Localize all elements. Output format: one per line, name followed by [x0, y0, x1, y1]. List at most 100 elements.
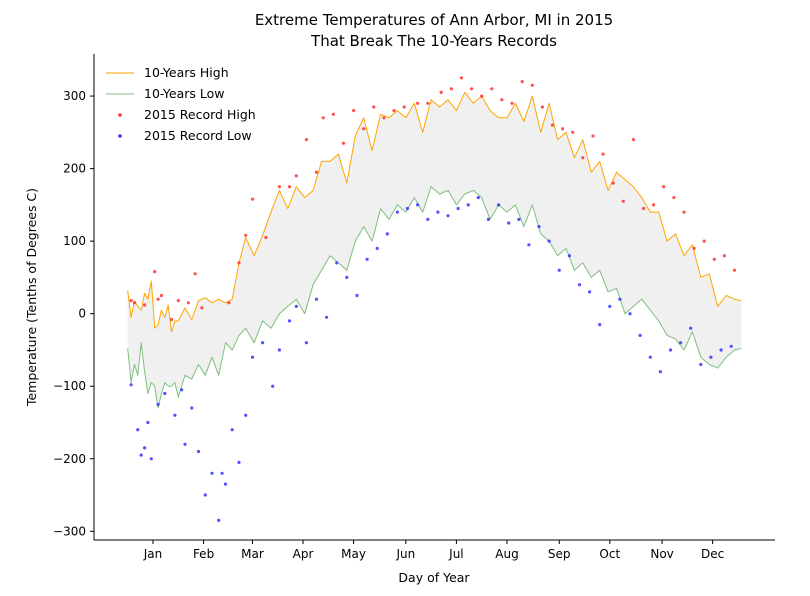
- 2015-record-low-point: [139, 453, 143, 457]
- y-tick-label: 300: [63, 89, 86, 103]
- 2015-record-low-point: [261, 341, 265, 345]
- 2015-record-high-point: [672, 196, 676, 200]
- 2015-record-low-point: [608, 304, 612, 308]
- 2015-record-high-point: [682, 210, 686, 214]
- 2015-record-high-point: [732, 268, 737, 272]
- 2015-record-high-point: [193, 272, 197, 276]
- 2015-record-high-point: [362, 127, 366, 131]
- 2015-record-high-point: [470, 87, 474, 91]
- 2015-record-low-point: [577, 283, 582, 287]
- chart-title-line1: Extreme Temperatures of Ann Arbor, MI in…: [255, 11, 613, 29]
- plot-area: [127, 76, 742, 523]
- 2015-record-low-point: [314, 297, 319, 301]
- 2015-record-high-point: [641, 206, 646, 211]
- 2015-record-high-point: [294, 174, 298, 178]
- legend-2015-record-high-label: 2015 Record High: [144, 107, 256, 122]
- 2015-record-high-point: [426, 101, 430, 105]
- 2015-record-high-point: [244, 233, 248, 237]
- 2015-record-high-point: [490, 87, 494, 91]
- 2015-record-high-point: [382, 116, 386, 120]
- 2015-record-high-point: [331, 112, 335, 116]
- 2015-record-low-point: [699, 362, 703, 367]
- 2015-record-high-point: [287, 185, 292, 189]
- x-tick-label: Oct: [599, 547, 620, 561]
- 2015-record-high-point: [480, 94, 484, 98]
- 2015-record-low-point: [190, 406, 194, 410]
- x-tick-label: Sep: [548, 547, 571, 561]
- 2015-record-high-point: [402, 105, 406, 109]
- 2015-record-high-point: [321, 116, 325, 120]
- 2015-record-high-point: [621, 199, 625, 203]
- 2015-record-high-point: [352, 109, 356, 113]
- x-tick-label: Dec: [701, 547, 724, 561]
- 2015-record-high-point: [611, 181, 615, 185]
- 2015-record-low-point: [163, 391, 167, 396]
- 2015-record-low-point: [436, 210, 440, 214]
- x-tick-label: Jul: [448, 547, 463, 561]
- y-axis-ticks: −300 −200 −100 0 100 200 300: [53, 89, 94, 538]
- 2015-record-low-point: [557, 268, 561, 272]
- 2015-record-low-point: [365, 257, 369, 261]
- 2015-record-high-point: [722, 254, 727, 258]
- 2015-record-low-point: [679, 341, 683, 345]
- 2015-record-high-point: [581, 156, 585, 160]
- 2015-record-high-point: [416, 101, 420, 105]
- 2015-record-low-point: [180, 388, 184, 392]
- record-range-band: [127, 92, 742, 409]
- legend-2015-record-low-swatch: [118, 134, 122, 138]
- 2015-record-low-point: [466, 203, 470, 207]
- 2015-record-high-point: [159, 293, 163, 298]
- 2015-record-low-point: [719, 348, 723, 352]
- 2015-record-high-point: [652, 203, 656, 207]
- 2015-record-high-point: [561, 127, 565, 131]
- 2015-record-high-point: [550, 123, 555, 127]
- 2015-record-low-point: [143, 446, 147, 450]
- 2015-record-high-point: [510, 101, 514, 105]
- legend-10-years-low-label: 10-Years Low: [144, 86, 225, 101]
- 2015-record-low-point: [476, 196, 480, 200]
- 2015-record-high-point: [439, 90, 443, 94]
- 2015-record-low-point: [149, 457, 153, 461]
- 2015-record-low-point: [375, 246, 379, 250]
- 2015-record-low-point: [598, 323, 602, 327]
- 2015-record-low-point: [196, 449, 201, 454]
- 2015-record-high-point: [176, 299, 180, 303]
- 2015-record-high-point: [540, 105, 545, 109]
- 2015-record-high-point: [153, 270, 157, 274]
- 2015-record-low-point: [527, 243, 531, 247]
- 2015-record-low-point: [385, 232, 389, 236]
- 2015-record-high-point: [631, 138, 636, 142]
- 2015-record-low-point: [223, 482, 228, 486]
- 2015-record-low-point: [709, 355, 713, 359]
- 2015-record-high-point: [250, 197, 255, 201]
- 2015-record-low-point: [237, 460, 241, 464]
- 2015-record-high-point: [692, 246, 696, 250]
- 2015-record-low-point: [156, 402, 160, 406]
- 2015-record-low-point: [497, 203, 501, 207]
- 2015-record-high-point: [129, 299, 133, 303]
- 2015-record-low-point: [486, 217, 490, 221]
- 2015-record-high-point: [449, 87, 453, 91]
- 2015-record-low-point: [355, 293, 359, 298]
- 2015-record-low-point: [230, 428, 234, 432]
- 2015-record-low-point: [668, 348, 673, 352]
- 2015-record-high-point: [571, 130, 575, 134]
- 2015-record-low-point: [210, 471, 214, 475]
- 2015-record-high-point: [392, 109, 396, 113]
- 2015-record-high-point: [372, 105, 376, 109]
- 2015-record-high-point: [237, 261, 241, 265]
- 2015-record-high-point: [520, 80, 524, 84]
- legend-2015-record-low-label: 2015 Record Low: [144, 128, 252, 143]
- 10-years-low-line: [127, 186, 742, 409]
- 2015-record-high-point: [264, 235, 268, 240]
- x-tick-label: Aug: [495, 547, 518, 561]
- y-axis-title: Temperature (Tenths of Degrees C): [24, 188, 39, 407]
- y-tick-label: 200: [63, 162, 86, 176]
- 2015-record-low-point: [183, 442, 187, 446]
- x-axis-title: Day of Year: [398, 570, 470, 585]
- 2015-record-low-point: [689, 326, 693, 330]
- 2015-record-high-point: [702, 239, 706, 243]
- 2015-record-low-point: [304, 341, 308, 345]
- 2015-record-high-point: [132, 301, 137, 305]
- x-tick-label: Mar: [241, 547, 264, 561]
